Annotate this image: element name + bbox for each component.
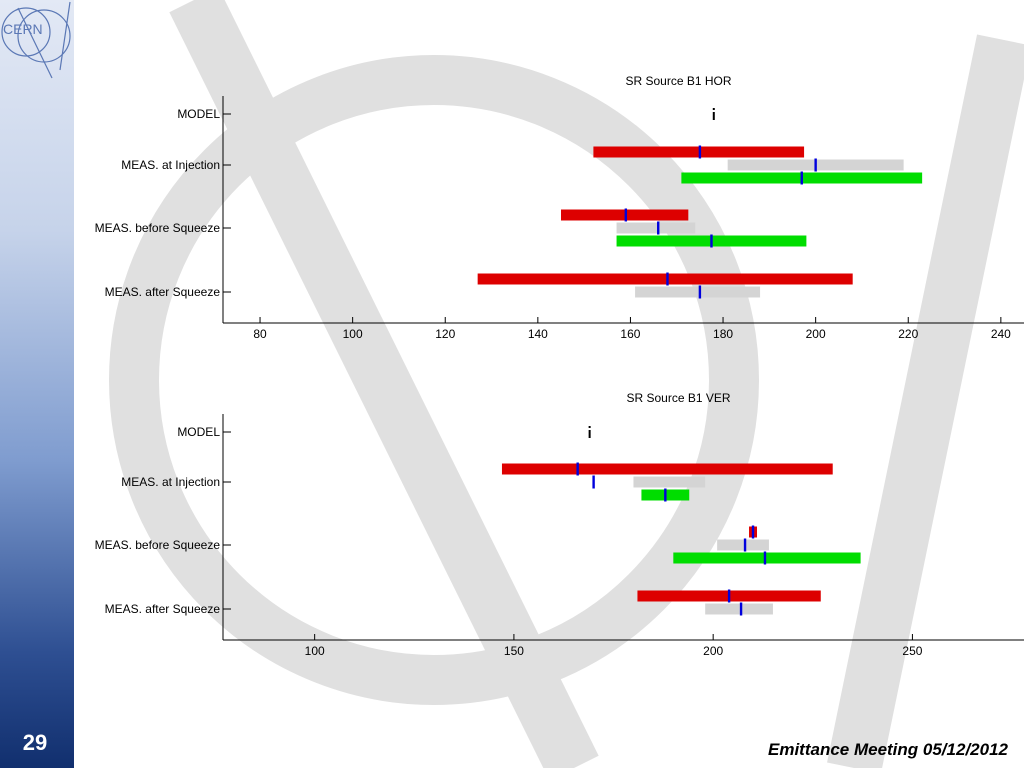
x-tick-label: 160: [620, 327, 640, 341]
bar-gray: [717, 539, 769, 551]
mean-marker: [751, 525, 755, 539]
mean-marker: [739, 602, 743, 616]
chart-title: SR Source B1 VER: [626, 391, 730, 405]
footer-text: Emittance Meeting 05/12/2012: [767, 740, 1008, 759]
chart-ver: SR Source B1 VER 100 150 200 250 MODEL MEAS. a…: [95, 391, 1024, 658]
model-marker: [588, 430, 591, 438]
sidebar: CERN 29: [0, 0, 74, 768]
chart-hor: SR Source B1 HOR 80 100 120 140 160 180 200 220 2…: [95, 74, 1024, 341]
x-tick-label: 120: [435, 327, 455, 341]
chart-title: SR Source B1 HOR: [625, 74, 731, 88]
bar-gray: [635, 286, 761, 298]
y-tick-label: MODEL: [177, 107, 220, 121]
bar-gray: [705, 603, 773, 615]
bar-green: [673, 552, 861, 564]
mean-marker: [763, 551, 767, 565]
bar-red: [501, 463, 833, 475]
x-tick-label: 240: [991, 327, 1011, 341]
mean-marker: [576, 462, 579, 476]
bar-red: [477, 273, 853, 285]
y-tick-label: MEAS. before Squeeze: [95, 538, 221, 552]
mean-marker: [592, 475, 595, 489]
mean-marker: [727, 589, 731, 603]
mean-marker: [657, 221, 660, 235]
model-marker: [712, 112, 715, 120]
x-tick-label: 220: [898, 327, 918, 341]
y-tick-label: MEAS. at Injection: [121, 158, 220, 172]
x-tick-label: 250: [902, 644, 922, 658]
y-tick-label: MEAS. after Squeeze: [105, 285, 221, 299]
y-tick-label: MEAS. after Squeeze: [105, 602, 221, 616]
x-tick-label: 80: [253, 327, 267, 341]
cern-logo: CERN: [1, 1, 71, 79]
bar-gray: [633, 476, 706, 488]
mean-marker: [698, 285, 702, 299]
mean-marker: [666, 272, 669, 286]
x-tick-label: 150: [504, 644, 524, 658]
x-tick-label: 100: [343, 327, 363, 341]
mean-marker: [743, 538, 747, 552]
mean-marker: [624, 208, 628, 222]
bar-gray: [616, 222, 696, 234]
mean-marker: [664, 488, 667, 502]
mean-marker: [800, 171, 803, 185]
mean-marker: [710, 234, 713, 248]
x-tick-label: 180: [713, 327, 733, 341]
mean-marker: [698, 145, 702, 159]
mean-marker: [814, 158, 817, 172]
model-marker-dot: [712, 108, 715, 110]
x-tick-label: 200: [806, 327, 826, 341]
slide-number: 29: [22, 730, 48, 755]
x-tick-label: 200: [703, 644, 723, 658]
x-tick-label: 100: [305, 644, 325, 658]
cern-logo-text: CERN: [3, 21, 43, 37]
model-marker-dot: [588, 426, 591, 428]
y-tick-label: MODEL: [177, 425, 220, 439]
x-tick-label: 140: [528, 327, 548, 341]
y-tick-label: MEAS. at Injection: [121, 475, 220, 489]
y-tick-label: MEAS. before Squeeze: [95, 221, 221, 235]
